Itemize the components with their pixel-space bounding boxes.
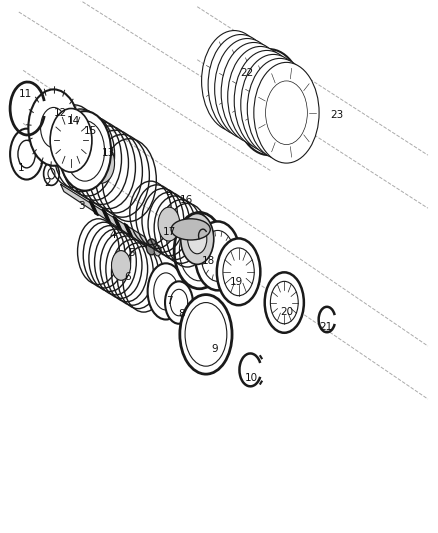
Text: 14: 14 <box>67 116 80 126</box>
Ellipse shape <box>154 273 178 310</box>
Text: 5: 5 <box>129 248 135 259</box>
Text: 12: 12 <box>53 108 67 118</box>
Ellipse shape <box>48 168 55 179</box>
Ellipse shape <box>170 289 187 316</box>
Text: 19: 19 <box>230 277 243 287</box>
Ellipse shape <box>171 219 210 240</box>
Ellipse shape <box>247 59 313 159</box>
Ellipse shape <box>28 90 79 166</box>
Ellipse shape <box>181 214 214 264</box>
Ellipse shape <box>180 220 219 281</box>
Ellipse shape <box>226 57 268 120</box>
Ellipse shape <box>187 224 207 254</box>
Ellipse shape <box>165 281 193 324</box>
Ellipse shape <box>180 295 232 374</box>
Ellipse shape <box>240 65 281 128</box>
Ellipse shape <box>228 46 293 147</box>
Ellipse shape <box>154 245 161 256</box>
Ellipse shape <box>195 221 240 290</box>
Ellipse shape <box>223 248 254 296</box>
Polygon shape <box>102 209 111 224</box>
Ellipse shape <box>270 281 298 324</box>
Text: 23: 23 <box>330 110 343 120</box>
Text: 9: 9 <box>212 344 218 354</box>
Polygon shape <box>61 184 150 248</box>
Text: 13: 13 <box>101 148 115 158</box>
Ellipse shape <box>146 239 157 255</box>
Ellipse shape <box>44 162 59 185</box>
Ellipse shape <box>41 108 67 148</box>
Polygon shape <box>124 223 133 238</box>
Ellipse shape <box>112 251 131 280</box>
Text: 11: 11 <box>19 89 32 99</box>
Ellipse shape <box>234 51 300 151</box>
Text: 22: 22 <box>240 68 254 78</box>
Text: 21: 21 <box>319 322 332 333</box>
Ellipse shape <box>246 69 288 133</box>
Ellipse shape <box>208 35 273 135</box>
Text: 16: 16 <box>180 195 193 205</box>
Ellipse shape <box>253 73 294 136</box>
Ellipse shape <box>221 43 286 143</box>
Ellipse shape <box>220 53 261 117</box>
Ellipse shape <box>148 263 184 319</box>
Text: 7: 7 <box>166 296 172 306</box>
Ellipse shape <box>50 109 92 172</box>
Ellipse shape <box>201 30 267 131</box>
Text: 8: 8 <box>179 309 185 319</box>
Ellipse shape <box>65 120 105 181</box>
Text: 2: 2 <box>44 177 50 188</box>
Text: 10: 10 <box>245 373 258 383</box>
Text: 4: 4 <box>109 230 116 240</box>
Ellipse shape <box>259 77 301 141</box>
Text: 9: 9 <box>166 190 172 200</box>
Ellipse shape <box>158 207 180 241</box>
Ellipse shape <box>265 81 307 144</box>
Ellipse shape <box>265 272 304 333</box>
Ellipse shape <box>233 61 275 125</box>
Ellipse shape <box>10 128 43 180</box>
Polygon shape <box>89 201 99 216</box>
Text: 20: 20 <box>280 306 293 317</box>
Ellipse shape <box>185 303 227 366</box>
Ellipse shape <box>241 54 306 155</box>
Text: 15: 15 <box>84 126 97 136</box>
Polygon shape <box>113 216 122 231</box>
Text: 17: 17 <box>162 227 176 237</box>
Text: 18: 18 <box>201 256 215 266</box>
Ellipse shape <box>213 49 255 113</box>
Ellipse shape <box>254 62 319 163</box>
Text: 3: 3 <box>78 200 85 211</box>
Ellipse shape <box>217 238 260 305</box>
Ellipse shape <box>59 111 111 191</box>
Ellipse shape <box>18 140 35 168</box>
Text: 1: 1 <box>18 164 24 173</box>
Ellipse shape <box>88 143 115 183</box>
Ellipse shape <box>215 38 280 139</box>
Ellipse shape <box>201 230 234 281</box>
Ellipse shape <box>174 213 225 289</box>
Text: 6: 6 <box>124 272 131 282</box>
